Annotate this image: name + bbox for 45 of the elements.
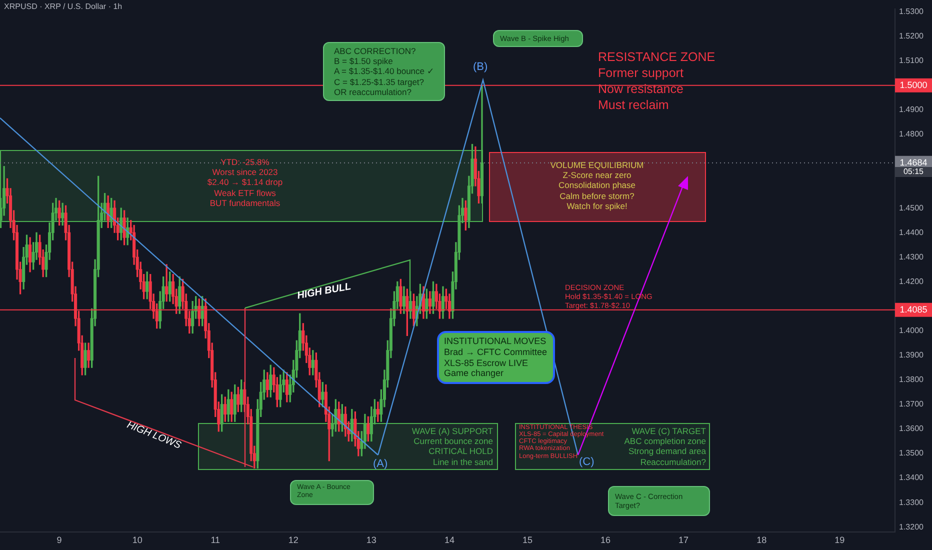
ref-line-label: 1.4085: [900, 304, 928, 314]
y-tick-label: 1.3800: [899, 375, 924, 384]
speech-bubble: ABC CORRECTION? B = $1.50 spike A = $1.35-$1.40 bounce ✓ C = $1.25-$1.35 target? OR reaccumulation?: [323, 42, 445, 101]
y-tick-label: 1.4900: [899, 105, 924, 114]
annotation: WAVE (C) TARGET ABC completion zone Strong demand area Reaccumulation?: [624, 426, 706, 467]
y-tick-label: 1.3600: [899, 424, 924, 434]
y-tick-label: 1.4000: [899, 326, 924, 335]
y-tick-label: 1.3900: [899, 350, 924, 360]
chart-title: XRPUSD · XRP / U.S. Dollar · 1h: [4, 2, 122, 12]
ref-line-label: 1.5000: [900, 80, 928, 90]
x-tick-label: 11: [210, 534, 220, 545]
annotation: RESISTANCE ZONE Former support Now resistance Must reclaim: [598, 49, 716, 113]
y-tick-label: 1.5100: [899, 56, 924, 66]
annotation: VOLUME EQUILIBRIUM Z-Score near zero Consolidation phase Calm before storm? Watch for spike!: [549, 160, 645, 211]
y-tick-label: 1.4500: [899, 203, 924, 212]
x-tick-label: 10: [132, 534, 142, 545]
annotation: WAVE (A) SUPPORT Current bounce zone CRITICAL HOLD Line in the sand: [410, 426, 493, 467]
x-tick-label: 12: [288, 534, 298, 545]
speech-bubble: INSTITUTIONAL MOVES Brad → CFTC Committee XLS-85 Escrow LIVE Game changer: [437, 331, 555, 384]
y-tick-label: 1.3700: [899, 400, 924, 409]
y-tick-label: 1.3300: [899, 498, 924, 507]
x-tick-label: 13: [366, 534, 376, 545]
y-tick-label: 1.3500: [899, 448, 924, 458]
x-tick-label: 17: [678, 534, 689, 545]
x-tick-label: 9: [56, 534, 62, 545]
y-tick-label: 1.4300: [899, 252, 924, 262]
y-tick-label: 1.4400: [899, 228, 924, 237]
y-tick-label: 1.4200: [899, 276, 924, 286]
x-tick-label: 14: [444, 534, 454, 545]
annotation: HIGH BULL: [296, 281, 352, 303]
annotation: (B): [473, 61, 488, 74]
annotation: HIGH LOWS: [124, 420, 182, 452]
y-tick-label: 1.5300: [899, 6, 924, 16]
x-tick-label: 19: [834, 534, 845, 545]
x-tick-label: 18: [756, 534, 767, 545]
y-tick-label: 1.4800: [899, 130, 924, 139]
y-tick-label: 1.5200: [899, 31, 924, 40]
x-tick-label: 15: [522, 534, 532, 545]
annotation: (A): [373, 458, 388, 472]
ref-line-label: 1.4684: [900, 157, 928, 168]
y-tick-label: 1.3200: [899, 522, 924, 532]
text: 05:15: [895, 167, 932, 177]
y-tick-label: 1.3400: [899, 473, 924, 482]
x-tick-label: 16: [600, 534, 611, 545]
annotation: YTD: -25.8% Worst since 2023 $2.40 → $1.14 drop Weak ETF flows BUT fundamentals: [206, 157, 284, 208]
